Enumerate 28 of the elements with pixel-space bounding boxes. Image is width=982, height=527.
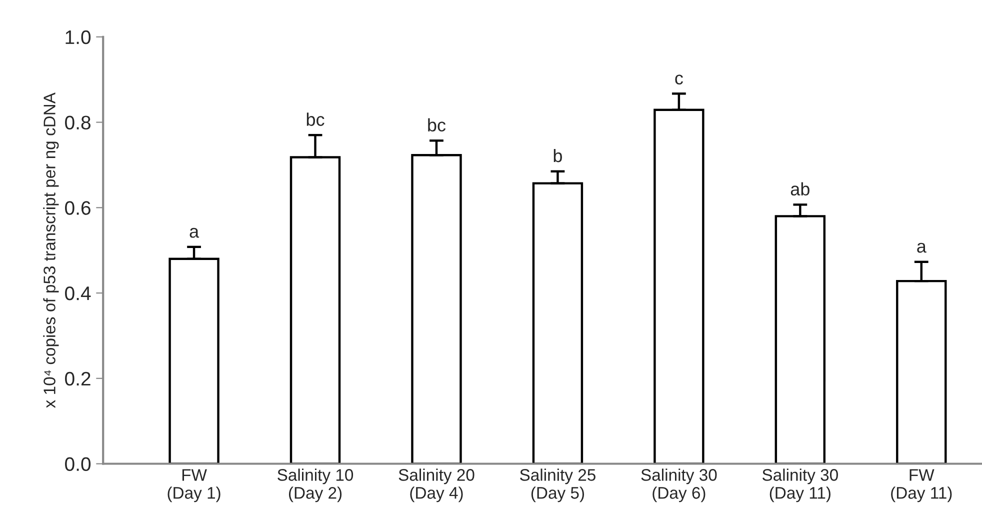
bar <box>411 154 462 464</box>
bar <box>290 156 341 464</box>
annotation: bc <box>306 112 324 126</box>
x-tick-label: Salinity 10 (Day 2) <box>278 468 354 502</box>
x-tick-label: FW (Day 1) <box>168 469 220 502</box>
y-tick-label: 1.0 <box>66 30 91 44</box>
bar <box>774 215 826 464</box>
annotation: c <box>675 74 683 85</box>
y-axis-title: x 10⁴ copies of p53 transcript per ng cDNA <box>43 92 59 408</box>
x-tick-label: Salinity 30 (Day 6) <box>641 468 717 502</box>
x-tick-label: Salinity 30 (Day 11) <box>762 468 838 502</box>
y-tick-label: 0.8 <box>65 116 90 130</box>
annotation: a <box>917 242 926 253</box>
y-tick-label: 0.0 <box>65 457 91 471</box>
y-tick-label: 0.6 <box>65 201 90 215</box>
bar <box>532 182 584 464</box>
y-tick-label: 0.4 <box>65 286 91 300</box>
annotation: b <box>554 148 562 162</box>
x-tick-label: Salinity 20 (Day 4) <box>398 468 474 502</box>
bar <box>896 280 947 464</box>
x-tick-label: FW (Day 11) <box>891 469 952 502</box>
bar <box>168 258 220 464</box>
annotation: a <box>190 228 200 238</box>
bar <box>654 108 704 464</box>
x-tick-label: Salinity 25 (Day 5) <box>520 468 596 502</box>
annotation: ab <box>790 182 810 196</box>
annotation: bc <box>428 118 446 132</box>
y-tick-label: 0.2 <box>65 372 90 386</box>
